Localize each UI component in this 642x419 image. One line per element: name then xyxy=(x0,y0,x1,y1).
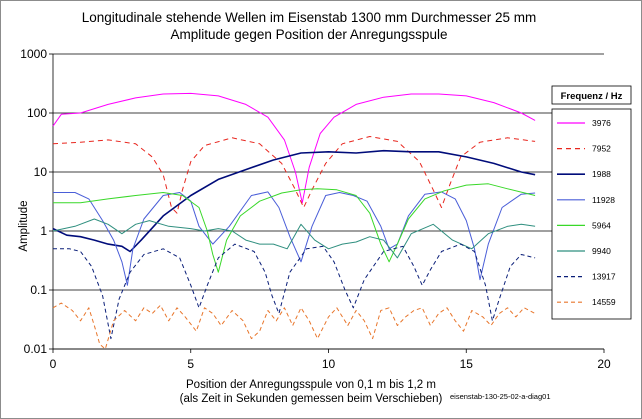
y-tick-label: 100 xyxy=(27,106,47,120)
series-line-1988 xyxy=(52,149,536,253)
y-tick-label: 10 xyxy=(34,165,48,179)
chart-subtitle: Amplitude gegen Position der Anregungssp… xyxy=(171,27,448,42)
series-line-5964 xyxy=(53,183,536,273)
legend-label-7952: 7952 xyxy=(592,144,611,154)
legend-label-3976: 3976 xyxy=(592,118,611,128)
plot-area: 0.01 0.1 1 10 100 1000 0 5 10 15 20 xyxy=(20,47,611,371)
legend-box xyxy=(551,108,632,320)
y-tick-label: 0.1 xyxy=(30,283,47,297)
y-axis-label: Amplitude xyxy=(18,200,30,251)
legend-label-1988: 1988 xyxy=(592,169,611,179)
legend-label-13917: 13917 xyxy=(592,272,616,282)
x-tick-label: 10 xyxy=(322,357,336,371)
legend-label-9940: 9940 xyxy=(592,246,611,256)
legend-title: Frequenz / Hz xyxy=(561,91,623,102)
legend-title-box xyxy=(551,85,632,105)
x-tick-label: 5 xyxy=(187,357,194,371)
legend-items: 3976 7952 1988 11928 5964 9940 13917 14559 xyxy=(557,118,616,307)
series-line-7952 xyxy=(52,136,536,214)
series-line-3976 xyxy=(52,92,536,204)
x-tick-label: 0 xyxy=(50,357,57,371)
legend-label-5964: 5964 xyxy=(592,220,611,230)
series-line-13917 xyxy=(53,243,536,340)
legend: Frequenz / Hz 3976 7952 1988 11928 5964 9940 1… xyxy=(551,85,632,320)
x-tick-label: 15 xyxy=(460,357,474,371)
y-tick-label: 0.01 xyxy=(24,342,48,356)
series-line-11928 xyxy=(53,191,536,286)
series-line-9940 xyxy=(52,218,536,259)
legend-label-14559: 14559 xyxy=(592,297,616,307)
diagram-id-annotation: eisenstab-130-25-02-a-diag01 xyxy=(450,392,551,401)
legend-label-11928: 11928 xyxy=(592,195,615,205)
y-tick-label: 1 xyxy=(40,224,47,238)
y-tick-label: 1000 xyxy=(20,47,47,61)
series-line-14559 xyxy=(52,302,536,350)
x-tick-label: 20 xyxy=(597,357,611,371)
x-axis-label-2: (als Zeit in Sekunden gemessen beim Vers… xyxy=(180,393,443,405)
chart-title: Longitudinale stehende Wellen im Eisenst… xyxy=(82,10,536,25)
x-axis-label: Position der Anregungsspule von 0,1 m bi… xyxy=(186,379,436,391)
